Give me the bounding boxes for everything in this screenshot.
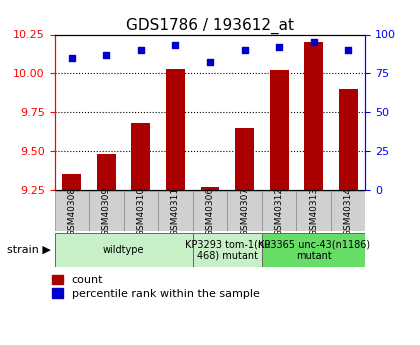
Bar bbox=[166, 69, 185, 190]
Bar bbox=[339, 89, 357, 190]
Text: GSM40309: GSM40309 bbox=[102, 187, 111, 236]
Text: GSM40311: GSM40311 bbox=[171, 187, 180, 236]
Bar bbox=[200, 187, 220, 190]
Bar bbox=[193, 191, 227, 231]
Bar bbox=[262, 191, 297, 231]
Point bbox=[310, 39, 317, 45]
Text: GSM40306: GSM40306 bbox=[205, 187, 215, 236]
Point bbox=[276, 44, 282, 50]
Text: GSM40310: GSM40310 bbox=[136, 187, 145, 236]
Bar bbox=[297, 191, 331, 231]
Point bbox=[241, 47, 248, 53]
Text: GSM40312: GSM40312 bbox=[275, 187, 284, 236]
Text: strain ▶: strain ▶ bbox=[7, 245, 50, 255]
Bar bbox=[235, 128, 254, 190]
Bar bbox=[270, 70, 289, 190]
Bar bbox=[262, 233, 365, 267]
Bar bbox=[131, 123, 150, 190]
Point bbox=[172, 43, 179, 48]
Bar bbox=[227, 191, 262, 231]
Bar bbox=[123, 191, 158, 231]
Text: GSM40308: GSM40308 bbox=[67, 187, 76, 236]
Point bbox=[103, 52, 110, 57]
Point bbox=[207, 60, 213, 65]
Bar bbox=[55, 233, 193, 267]
Bar bbox=[97, 154, 116, 190]
Text: GSM40313: GSM40313 bbox=[309, 187, 318, 236]
Bar bbox=[89, 191, 123, 231]
Bar bbox=[193, 233, 262, 267]
Bar bbox=[63, 174, 81, 190]
Text: KP3365 unc-43(n1186)
mutant: KP3365 unc-43(n1186) mutant bbox=[257, 239, 370, 261]
Text: GSM40314: GSM40314 bbox=[344, 187, 353, 236]
Text: KP3293 tom-1(nu
468) mutant: KP3293 tom-1(nu 468) mutant bbox=[184, 239, 270, 261]
Point bbox=[68, 55, 75, 61]
Text: GSM40307: GSM40307 bbox=[240, 187, 249, 236]
Point bbox=[138, 47, 144, 53]
Legend: count, percentile rank within the sample: count, percentile rank within the sample bbox=[52, 275, 260, 299]
Title: GDS1786 / 193612_at: GDS1786 / 193612_at bbox=[126, 18, 294, 34]
Point bbox=[345, 47, 352, 53]
Text: wildtype: wildtype bbox=[103, 245, 144, 255]
Bar bbox=[158, 191, 193, 231]
Bar bbox=[331, 191, 365, 231]
Bar bbox=[304, 42, 323, 190]
Bar bbox=[55, 191, 89, 231]
